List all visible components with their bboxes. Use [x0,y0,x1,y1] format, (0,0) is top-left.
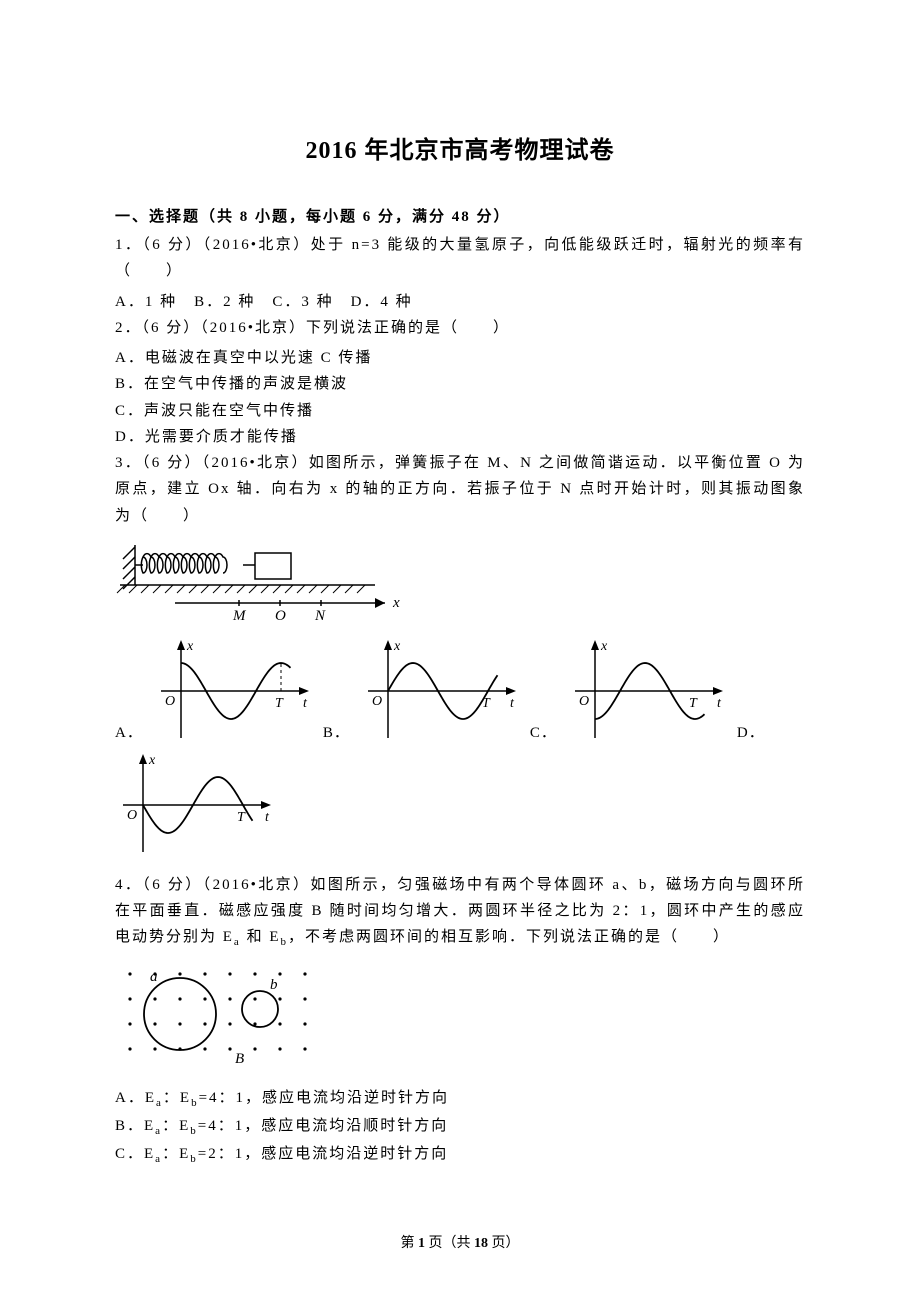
spring-svg: M O N x [115,535,415,625]
q3-opt-a-label: A． [115,721,143,746]
svg-text:a: a [150,969,158,985]
q4-opt-b: B．Ea：Eb=4：1，感应电流均沿顺时针方向 [115,1113,805,1141]
page-footer: 第 1 页（共 18 页） [0,1232,920,1252]
svg-text:O: O [275,608,286,624]
svg-text:T: T [482,696,491,711]
q3-graph-a: x t O T [153,636,313,746]
svg-text:t: t [717,696,722,711]
q4-opt-c: C．Ea：Eb=2：1，感应电流均沿逆时针方向 [115,1141,805,1169]
q3-graph-b: x t O T [360,636,520,746]
q3-text: 3．（6 分）（2016•北京）如图所示，弹簧振子在 M、N 之间做简谐运动．以… [115,450,805,529]
svg-text:O: O [579,694,589,709]
q2-opt-c: C．声波只能在空气中传播 [115,398,805,424]
q3-graph-d: x t O T [115,750,275,860]
svg-text:O: O [372,694,382,709]
q2-opt-a: A．电磁波在真空中以光速 C 传播 [115,345,805,371]
svg-text:T: T [689,696,698,711]
q2-opt-b: B．在空气中传播的声波是横波 [115,371,805,397]
svg-text:x: x [186,639,194,654]
svg-text:T: T [275,696,284,711]
q4-text-p3: ，不考虑两圆环间的相互影响．下列说法正确的是（ ） [288,929,730,945]
svg-text:t: t [303,696,308,711]
section-header: 一、选择题（共 8 小题，每小题 6 分，满分 48 分） [115,205,805,226]
svg-text:t: t [510,696,515,711]
q4-text-p2: 和 E [241,929,281,945]
q4-svg: a b B [115,959,335,1074]
svg-text:x: x [600,639,608,654]
svg-text:x: x [148,753,156,768]
page: 2016 年北京市高考物理试卷 一、选择题（共 8 小题，每小题 6 分，满分 … [0,0,920,1302]
q3-opt-c-label: C． [530,721,557,746]
q4-text: 4．（6 分）（2016•北京）如图所示，匀强磁场中有两个导体圆环 a、b，磁场… [115,872,805,953]
q3-options-row1: A． x t O T B． x t O T C． x t O T D． [115,636,805,746]
svg-text:M: M [232,608,247,624]
svg-text:x: x [393,639,401,654]
svg-text:b: b [270,977,278,993]
q4-sub1: a [234,936,241,948]
svg-text:O: O [165,694,175,709]
q3-options-row2: x t O T [115,750,805,860]
q1-options: A．1 种 B．2 种 C．3 种 D．4 种 [115,289,805,315]
svg-text:t: t [265,810,270,825]
q4-sub2: b [280,936,288,948]
svg-text:N: N [314,608,326,624]
page-title: 2016 年北京市高考物理试卷 [115,130,805,165]
q3-opt-d-label: D． [737,721,765,746]
q2-opt-d: D．光需要介质才能传播 [115,424,805,450]
q2-text: 2．（6 分）（2016•北京）下列说法正确的是（ ） [115,315,805,341]
q3-opt-b-label: B． [323,721,350,746]
q1-text: 1．（6 分）（2016•北京）处于 n=3 能级的大量氢原子，向低能级跃迁时，… [115,232,805,285]
q3-spring-figure: M O N x [115,535,805,630]
svg-text:O: O [127,808,137,823]
svg-text:B: B [235,1051,244,1067]
q4-figure: a b B [115,959,805,1079]
q4-opt-a: A．Ea：Eb=4：1，感应电流均沿逆时针方向 [115,1085,805,1113]
svg-text:T: T [237,810,246,825]
svg-text:x: x [392,595,400,611]
q3-graph-c: x t O T [567,636,727,746]
